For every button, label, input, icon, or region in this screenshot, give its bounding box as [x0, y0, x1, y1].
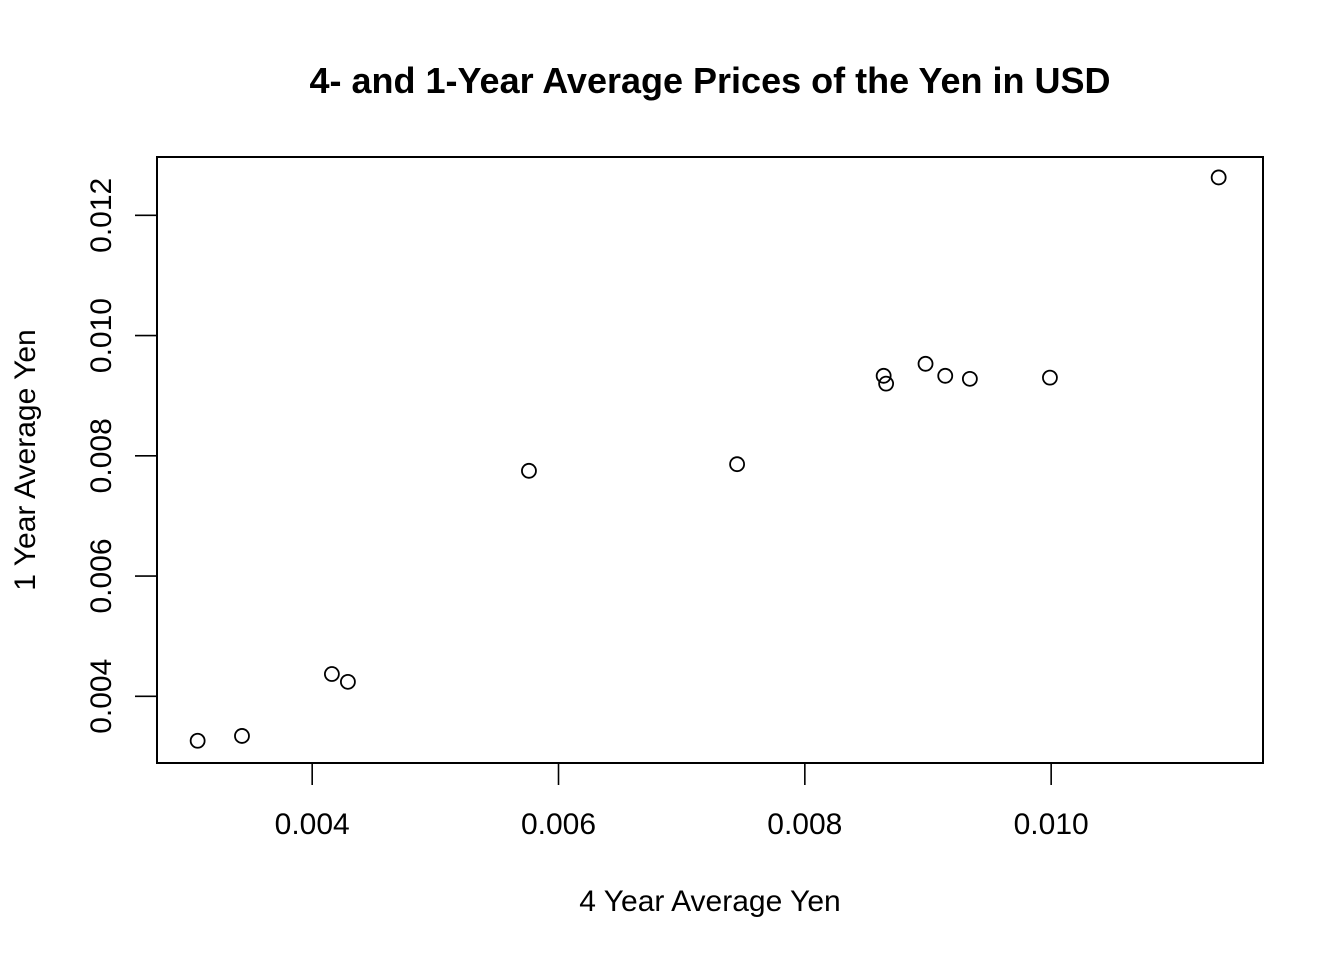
x-tick-label: 0.008 — [767, 808, 842, 841]
data-point — [1042, 369, 1058, 386]
x-axis-title: 4 Year Average Yen — [579, 885, 840, 918]
data-point — [340, 673, 356, 690]
x-tick-label: 0.004 — [275, 808, 350, 841]
data-point — [878, 375, 895, 392]
data-point — [521, 462, 537, 479]
y-axis-title: 1 Year Average Yen — [9, 329, 42, 590]
data-point — [961, 370, 978, 387]
data-point — [917, 355, 934, 372]
chart-title: 4- and 1-Year Average Prices of the Yen … — [310, 60, 1111, 101]
data-point — [1210, 169, 1227, 186]
y-tick-label: 0.004 — [85, 659, 118, 734]
y-tick-label: 0.012 — [85, 178, 118, 253]
y-tick-label: 0.006 — [85, 538, 118, 613]
data-point — [875, 367, 892, 384]
plot-area-frame — [156, 156, 1264, 764]
y-axis: 0.004 0.006 0.008 0.010 0.012 — [85, 178, 157, 734]
data-point — [937, 367, 954, 384]
data-point — [234, 728, 250, 744]
x-tick-label: 0.006 — [521, 808, 596, 841]
data-point — [189, 732, 206, 749]
x-tick-label: 0.010 — [1014, 808, 1089, 841]
data-point — [323, 666, 340, 682]
y-tick-label: 0.010 — [85, 298, 118, 373]
data-points — [189, 169, 1227, 749]
data-point — [729, 456, 745, 473]
x-axis: 0.004 0.006 0.008 0.010 — [275, 763, 1089, 841]
y-tick-label: 0.008 — [85, 418, 118, 493]
